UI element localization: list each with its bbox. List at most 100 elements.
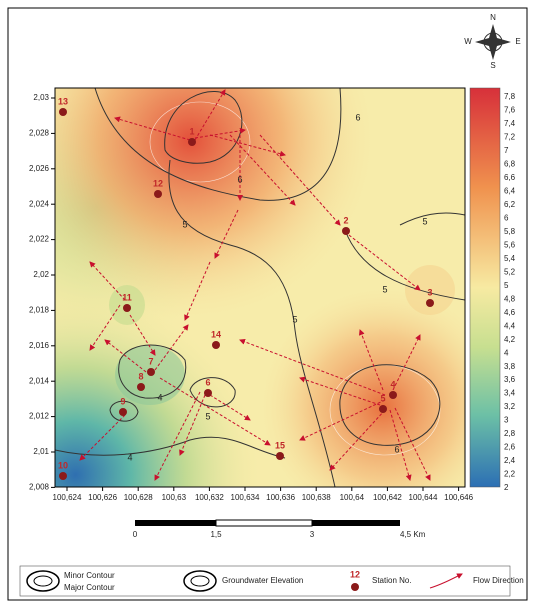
x-tick-label: 100,636 xyxy=(266,493,295,502)
color-scale-label: 3,2 xyxy=(504,402,516,411)
color-scale-label: 4,8 xyxy=(504,294,516,303)
color-scale-label: 4,2 xyxy=(504,335,516,344)
scale-label: 1,5 xyxy=(210,530,222,539)
contour-label: 6 xyxy=(237,174,242,184)
station-label: 1 xyxy=(189,126,194,136)
station-label: 6 xyxy=(205,377,210,387)
x-tick-label: 100,624 xyxy=(53,493,82,502)
scale-label: 4,5 Km xyxy=(400,530,426,539)
contour-label: 5 xyxy=(382,284,387,294)
surface xyxy=(55,88,465,487)
color-scale-label: 2,8 xyxy=(504,429,516,438)
contour-label: 5 xyxy=(292,314,297,324)
compass-n: N xyxy=(490,13,496,22)
scale-label: 3 xyxy=(310,530,315,539)
x-tick-label: 100,64 xyxy=(340,493,365,502)
station-label: 11 xyxy=(122,292,132,302)
color-scale-label: 5,6 xyxy=(504,240,516,249)
color-scale-label: 3,4 xyxy=(504,389,516,398)
color-scale-label: 2,2 xyxy=(504,470,516,479)
color-scale-label: 6,6 xyxy=(504,173,516,182)
compass-e: E xyxy=(515,37,520,46)
y-tick-label: 2,024 xyxy=(29,199,50,208)
y-tick-label: 2,014 xyxy=(29,376,50,385)
station-marker xyxy=(137,383,145,391)
legend-label: Major Contour xyxy=(64,583,115,592)
station-label: 7 xyxy=(148,356,153,366)
station-label: 2 xyxy=(343,215,348,225)
station-marker xyxy=(212,341,220,349)
station-label: 12 xyxy=(153,178,163,188)
y-tick-label: 2,01 xyxy=(33,447,49,456)
compass: N E S W xyxy=(464,13,520,70)
y-tick-label: 2,012 xyxy=(29,412,50,421)
legend-label: Groundwater Elevation xyxy=(222,576,303,585)
station-marker xyxy=(154,190,162,198)
station-marker xyxy=(426,299,434,307)
contour-label: 4 xyxy=(157,392,162,402)
station-marker xyxy=(276,452,284,460)
color-scale-label: 7,2 xyxy=(504,133,516,142)
station-marker xyxy=(379,405,387,413)
station-marker xyxy=(204,389,212,397)
color-scale-label: 4 xyxy=(504,348,509,357)
compass-s: S xyxy=(490,61,495,70)
color-scale-label: 6,2 xyxy=(504,200,516,209)
legend-label: Station No. xyxy=(372,576,412,585)
contour-label: 5 xyxy=(205,411,210,421)
color-scale-label: 4,6 xyxy=(504,308,516,317)
station-label: 5 xyxy=(380,393,385,403)
y-tick-label: 2,026 xyxy=(29,164,50,173)
legend-label: Minor Contour xyxy=(64,571,115,580)
station-marker xyxy=(147,368,155,376)
station-marker xyxy=(59,472,67,480)
color-scale-label: 3,6 xyxy=(504,375,516,384)
station-label: 8 xyxy=(138,371,143,381)
y-tick-label: 2,03 xyxy=(33,93,49,102)
contour-label: 5 xyxy=(422,216,427,226)
color-scale-label: 7,4 xyxy=(504,119,516,128)
station-label: 13 xyxy=(58,96,68,106)
station-label: 4 xyxy=(390,379,395,389)
color-scale-label: 7 xyxy=(504,146,509,155)
color-scale-label: 7,6 xyxy=(504,106,516,115)
color-scale-label: 7,8 xyxy=(504,92,516,101)
station-label: 15 xyxy=(275,440,285,450)
color-scale-label: 5,8 xyxy=(504,227,516,236)
flow-arrows xyxy=(79,89,431,481)
x-tick-label: 100,638 xyxy=(302,493,331,502)
x-tick-label: 100,626 xyxy=(88,493,117,502)
station-label: 3 xyxy=(427,287,432,297)
station-label: 9 xyxy=(120,396,125,406)
y-tick-label: 2,02 xyxy=(33,270,49,279)
station-label: 14 xyxy=(211,329,221,339)
x-tick-label: 100,632 xyxy=(195,493,224,502)
x-tick-label: 100,644 xyxy=(409,493,438,502)
legend-label: Flow Direction xyxy=(473,576,524,585)
color-scale-label: 5 xyxy=(504,281,509,290)
legend-station-number: 12 xyxy=(350,569,360,579)
x-tick-label: 100,642 xyxy=(373,493,402,502)
y-tick-label: 2,016 xyxy=(29,341,50,350)
contour-label: 4 xyxy=(127,452,132,462)
plot-frame xyxy=(54,87,466,488)
station-label: 10 xyxy=(58,460,68,470)
station-marker xyxy=(389,391,397,399)
color-scale-label: 6,8 xyxy=(504,160,516,169)
color-scale-label: 5,4 xyxy=(504,254,516,263)
station-marker xyxy=(188,138,196,146)
color-scale-label: 4,4 xyxy=(504,321,516,330)
color-scale-label: 5,2 xyxy=(504,267,516,276)
color-scale-label: 3 xyxy=(504,416,509,425)
x-tick-label: 100,634 xyxy=(231,493,260,502)
legend xyxy=(19,565,511,597)
color-scale-label: 2,6 xyxy=(504,443,516,452)
color-scale-label: 6,4 xyxy=(504,186,516,195)
scale-bar xyxy=(135,519,400,527)
y-tick-label: 2,022 xyxy=(29,235,50,244)
station-marker xyxy=(342,227,350,235)
contour-label: 6 xyxy=(355,112,360,122)
color-scale-label: 2 xyxy=(504,483,509,492)
color-scale-label: 6 xyxy=(504,213,509,222)
